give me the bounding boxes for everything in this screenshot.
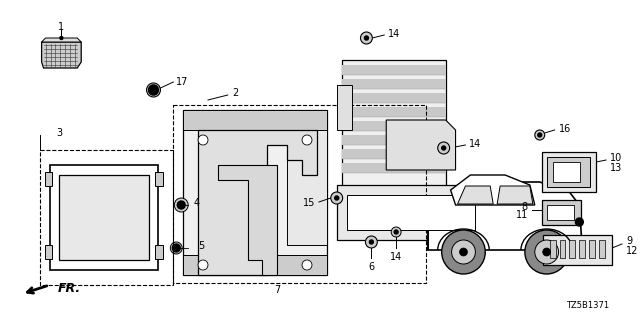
Circle shape — [365, 236, 378, 248]
Text: 14: 14 — [390, 252, 403, 262]
Text: 4: 4 — [193, 198, 199, 208]
Bar — [599, 240, 605, 258]
Polygon shape — [451, 175, 535, 205]
Polygon shape — [198, 130, 317, 275]
Circle shape — [452, 240, 476, 264]
Bar — [541, 200, 581, 225]
Circle shape — [150, 86, 157, 94]
Circle shape — [335, 196, 339, 200]
Circle shape — [170, 242, 182, 254]
Circle shape — [391, 227, 401, 237]
Polygon shape — [428, 182, 582, 250]
Bar — [570, 240, 575, 258]
Polygon shape — [458, 186, 493, 204]
Bar — [287, 130, 327, 245]
Polygon shape — [342, 107, 445, 117]
Bar — [347, 195, 476, 230]
Text: 17: 17 — [176, 77, 189, 87]
Circle shape — [148, 85, 159, 95]
Bar — [156, 245, 163, 259]
Text: 5: 5 — [198, 241, 204, 251]
Circle shape — [198, 135, 208, 145]
Circle shape — [179, 202, 184, 208]
Text: 10: 10 — [610, 153, 622, 163]
Circle shape — [369, 240, 373, 244]
Polygon shape — [342, 163, 445, 173]
Circle shape — [360, 32, 372, 44]
Polygon shape — [342, 121, 445, 131]
Polygon shape — [218, 165, 277, 275]
Bar — [579, 240, 586, 258]
Polygon shape — [42, 42, 81, 68]
Bar — [547, 205, 575, 220]
Circle shape — [535, 240, 559, 264]
Text: 16: 16 — [559, 124, 571, 134]
Bar — [550, 240, 556, 258]
Text: 13: 13 — [610, 163, 622, 173]
Circle shape — [174, 198, 188, 212]
Text: 3: 3 — [56, 128, 63, 138]
Polygon shape — [342, 65, 445, 75]
Bar — [156, 172, 163, 186]
Circle shape — [525, 230, 568, 274]
Circle shape — [177, 201, 185, 209]
Text: FR.: FR. — [58, 283, 81, 295]
Bar — [49, 165, 159, 270]
Circle shape — [442, 146, 445, 150]
Text: 14: 14 — [469, 139, 482, 149]
Bar — [589, 240, 595, 258]
Circle shape — [60, 36, 63, 39]
Circle shape — [460, 248, 467, 256]
Bar — [559, 240, 566, 258]
Bar — [40, 150, 173, 285]
Bar — [342, 60, 445, 190]
Bar — [60, 175, 148, 260]
Bar — [541, 152, 596, 192]
Bar — [547, 157, 590, 187]
Polygon shape — [342, 135, 445, 145]
Text: 8: 8 — [522, 202, 528, 212]
Text: 7: 7 — [274, 285, 280, 295]
Circle shape — [331, 192, 342, 204]
Bar — [552, 162, 580, 182]
Bar — [337, 185, 490, 240]
Text: 15: 15 — [303, 198, 315, 208]
Polygon shape — [342, 79, 445, 89]
Text: 14: 14 — [388, 29, 401, 39]
Bar — [337, 85, 351, 130]
Bar — [173, 105, 426, 283]
Polygon shape — [342, 93, 445, 103]
Bar — [45, 245, 52, 259]
Text: 6: 6 — [368, 262, 374, 272]
Circle shape — [364, 36, 369, 40]
Bar — [45, 172, 52, 186]
Polygon shape — [497, 186, 533, 204]
Bar — [183, 110, 327, 275]
Circle shape — [575, 218, 583, 226]
Polygon shape — [386, 120, 456, 170]
Text: 2: 2 — [233, 88, 239, 98]
Text: 1: 1 — [58, 22, 65, 32]
Bar — [543, 235, 612, 265]
Circle shape — [148, 85, 159, 95]
Circle shape — [172, 244, 180, 252]
Circle shape — [394, 230, 398, 234]
Circle shape — [543, 248, 550, 256]
Text: 12: 12 — [626, 246, 638, 256]
Circle shape — [302, 260, 312, 270]
Text: 11: 11 — [516, 210, 528, 220]
Circle shape — [302, 135, 312, 145]
Text: TZ5B1371: TZ5B1371 — [566, 301, 609, 310]
Polygon shape — [342, 149, 445, 159]
Circle shape — [438, 142, 450, 154]
Bar — [183, 110, 327, 130]
Circle shape — [198, 260, 208, 270]
Bar — [183, 255, 327, 275]
Circle shape — [538, 133, 541, 137]
Circle shape — [442, 230, 485, 274]
Text: 9: 9 — [626, 236, 632, 246]
Circle shape — [535, 130, 545, 140]
Circle shape — [147, 83, 161, 97]
Polygon shape — [42, 38, 81, 42]
